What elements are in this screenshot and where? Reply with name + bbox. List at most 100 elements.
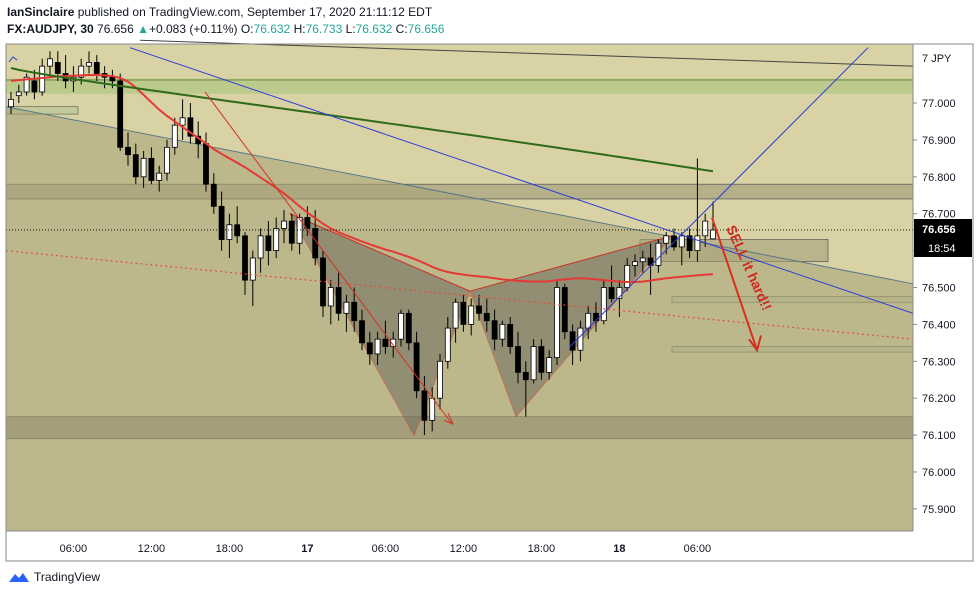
candles-layer [8, 51, 716, 436]
drawing-foreground-layer [5, 39, 914, 425]
high-label: H: [293, 22, 306, 36]
candle-body [125, 146, 131, 156]
candle-body [249, 257, 256, 281]
y-tick-label: 77.000 [922, 98, 956, 110]
author-name: IanSinclaire [7, 5, 75, 19]
change-value: +0.083 (+0.11%) [148, 22, 238, 36]
candle-body [608, 287, 615, 299]
tradingview-logo-icon [9, 573, 29, 582]
x-tick-label: 06:00 [60, 543, 88, 555]
last-price-tag-text: 76.656 [922, 224, 956, 236]
watermark-icon [8, 56, 18, 63]
candle-body [109, 76, 116, 82]
chart-frame [5, 43, 974, 562]
candle-body [671, 235, 677, 248]
candle-body [218, 205, 225, 240]
candle-body [31, 80, 38, 93]
candle-body [148, 157, 155, 181]
countdown-tag-bg [914, 238, 972, 257]
y-tick-label: 76.800 [922, 172, 956, 184]
last-price: 76.656 [97, 22, 134, 36]
countdown-tag-text: 18:54 [928, 243, 956, 255]
candle-body [47, 58, 53, 67]
candle-body [624, 264, 631, 288]
open-label: O: [240, 22, 254, 36]
candle-body [382, 338, 389, 347]
candle-body [171, 124, 178, 148]
candle-body [507, 323, 514, 347]
candle-body [522, 371, 529, 381]
candle-body [117, 80, 124, 148]
x-tick-label: 17 [301, 543, 313, 555]
time-axis[interactable] [6, 531, 913, 561]
y-tick-label: 76.500 [922, 283, 956, 295]
blue-trendline-down [129, 47, 914, 314]
candle-body [577, 327, 584, 351]
candle-body [515, 346, 521, 373]
brand-footer[interactable]: TradingView [8, 570, 100, 584]
candle-body [554, 287, 560, 358]
projection-arrow-head [443, 412, 454, 425]
candle-body [569, 331, 576, 351]
pattern-xb-line [289, 213, 471, 292]
candle-body [93, 62, 100, 74]
candle-body [483, 312, 490, 322]
x-tick-label: 18:00 [216, 543, 244, 555]
candle-body [257, 235, 264, 259]
candle-body [499, 323, 506, 340]
candle-body [702, 220, 709, 237]
upper-gray-line [139, 39, 914, 67]
descending-trendline [5, 106, 914, 285]
candle-body [663, 235, 670, 244]
low-value: 76.632 [355, 22, 393, 36]
sell-arrow-line [711, 217, 758, 351]
candle-body [265, 235, 272, 252]
candle-body [23, 76, 30, 93]
candle-body [390, 338, 397, 347]
candle-body [374, 338, 381, 355]
candle-body [210, 183, 217, 207]
candle-body [366, 342, 373, 355]
x-tick-label: 12:00 [450, 543, 478, 555]
candle-body [593, 312, 599, 322]
blue-trendline-up [569, 47, 869, 347]
candle-body [600, 287, 607, 322]
candle-body [242, 235, 248, 281]
candle-body [164, 146, 170, 174]
candle-body [491, 320, 498, 340]
candle-body [405, 312, 412, 344]
candle-body [429, 397, 436, 421]
candle-body [281, 220, 287, 229]
last-price-tag-bg [914, 219, 972, 238]
candle-body [327, 287, 334, 307]
candle-body [203, 143, 209, 185]
last-price-tag: 76.656 18:54 [914, 219, 972, 257]
candle-body [468, 305, 475, 325]
candle-body [335, 287, 342, 314]
ohlc-legend: FX:AUDJPY, 30 76.656 ▲+0.083 (+0.11%) O:… [7, 22, 444, 36]
ma-fast-line [10, 73, 714, 283]
candle-body [538, 346, 545, 373]
candle-body [187, 117, 194, 137]
candle-body [710, 229, 716, 240]
candle-body [54, 62, 61, 74]
candle-body [452, 301, 459, 329]
candle-body [632, 261, 638, 266]
candle-body [398, 312, 404, 340]
red-dotted-line [5, 250, 914, 340]
publish-info: IanSinclaire published on TradingView.co… [7, 5, 432, 19]
pattern-bd-line [469, 235, 673, 292]
candle-body [288, 220, 295, 244]
y-tick-label: 76.200 [922, 393, 956, 405]
resistance-zone-top [6, 80, 913, 94]
y-tick-label: 76.000 [922, 467, 956, 479]
x-tick-label: 06:00 [684, 543, 712, 555]
price-axis[interactable] [913, 44, 973, 531]
candle-body [86, 62, 92, 67]
candle-body [678, 235, 685, 248]
brand-name: TradingView [34, 570, 101, 584]
candle-body [686, 235, 693, 252]
x-tick-labels: 06:00 12:00 18:00 17 06:00 12:00 18:00 18 06:00 [60, 543, 712, 555]
candle-body [78, 65, 85, 78]
